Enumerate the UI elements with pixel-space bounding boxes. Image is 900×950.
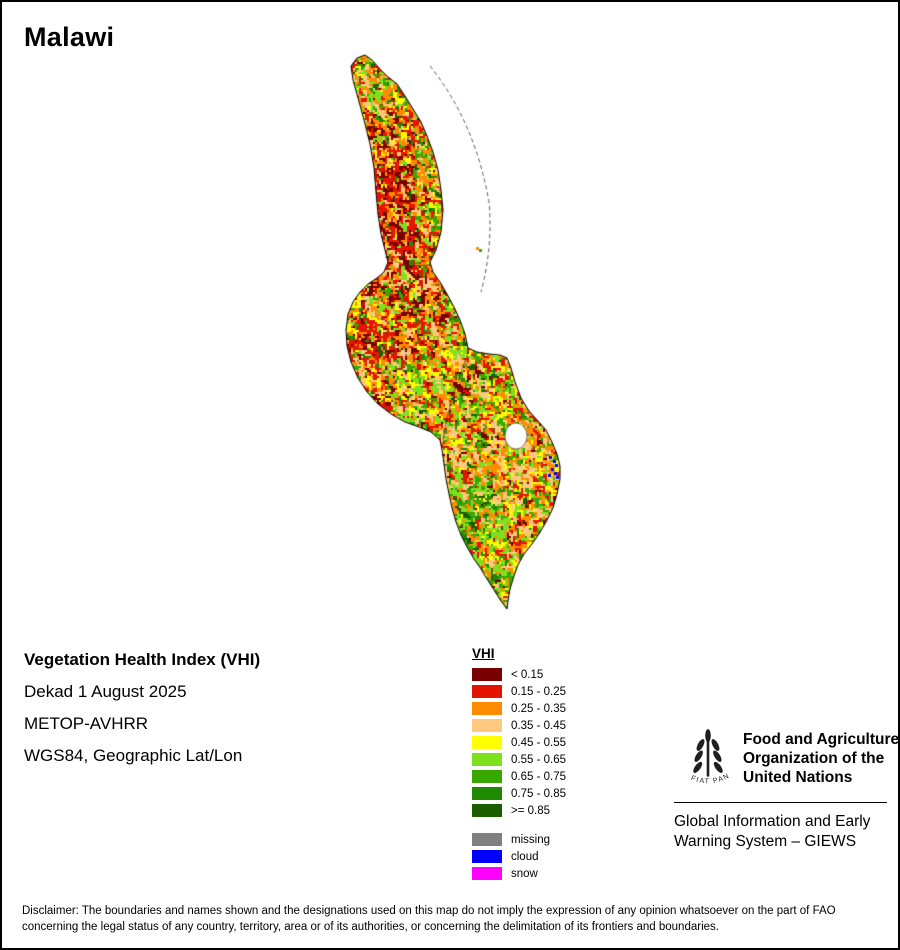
legend-class-list: < 0.15 0.15 - 0.25 0.25 - 0.35 0.35 - 0.45 0… [472,666,566,819]
legend-label: 0.65 - 0.75 [511,771,566,783]
legend-title: VHI [472,646,566,661]
legend-label: missing [511,834,550,846]
map-metadata: Vegetation Health Index (VHI) Dekad 1 Au… [24,650,260,778]
projection-label: WGS84, Geographic Lat/Lon [24,746,260,766]
legend-label: cloud [511,851,539,863]
page-title: Malawi [24,22,114,53]
index-name-label: Vegetation Health Index (VHI) [24,650,260,670]
legend-swatch [472,736,502,749]
legend-row: 0.35 - 0.45 [472,717,566,734]
wheat-icon [692,729,725,777]
legend-swatch [472,753,502,766]
malawi-vhi-map [335,52,570,617]
legend-row: cloud [472,848,566,865]
legend-row: 0.75 - 0.85 [472,785,566,802]
legend-swatch [472,867,502,880]
dekad-label: Dekad 1 August 2025 [24,682,260,702]
legend-row: 0.45 - 0.55 [472,734,566,751]
legend-row: 0.55 - 0.65 [472,751,566,768]
legend-label: 0.15 - 0.25 [511,686,566,698]
disclaimer-text: Disclaimer: The boundaries and names sho… [22,904,884,935]
legend-row: 0.65 - 0.75 [472,768,566,785]
giews-name: Global Information and Early Warning Sys… [674,812,896,852]
legend-swatch [472,850,502,863]
legend-label: 0.35 - 0.45 [511,720,566,732]
legend-swatch [472,702,502,715]
vhi-legend: VHI < 0.15 0.15 - 0.25 0.25 - 0.35 0.35 - 0… [472,646,566,882]
fao-divider [674,802,887,803]
legend-swatch [472,668,502,681]
fao-name: Food and Agriculture Organization of the… [743,731,900,788]
legend-label: snow [511,868,538,880]
legend-swatch [472,804,502,817]
legend-label: 0.75 - 0.85 [511,788,566,800]
legend-swatch [472,770,502,783]
legend-extra-list: missing cloud snow [472,831,566,882]
legend-label: 0.55 - 0.65 [511,754,566,766]
legend-label: >= 0.85 [511,805,550,817]
legend-row: snow [472,865,566,882]
fao-logo: FIAT PANIS [680,728,736,790]
legend-swatch [472,719,502,732]
legend-swatch [472,787,502,800]
legend-row: missing [472,831,566,848]
legend-row: 0.25 - 0.35 [472,700,566,717]
legend-swatch [472,685,502,698]
legend-label: 0.25 - 0.35 [511,703,566,715]
legend-row: >= 0.85 [472,802,566,819]
legend-row: 0.15 - 0.25 [472,683,566,700]
legend-swatch [472,833,502,846]
legend-row: < 0.15 [472,666,566,683]
legend-label: 0.45 - 0.55 [511,737,566,749]
map-sheet: Malawi Vegetation Health Index (VHI) Dek… [0,0,900,950]
sensor-label: METOP-AVHRR [24,714,260,734]
legend-label: < 0.15 [511,669,543,681]
